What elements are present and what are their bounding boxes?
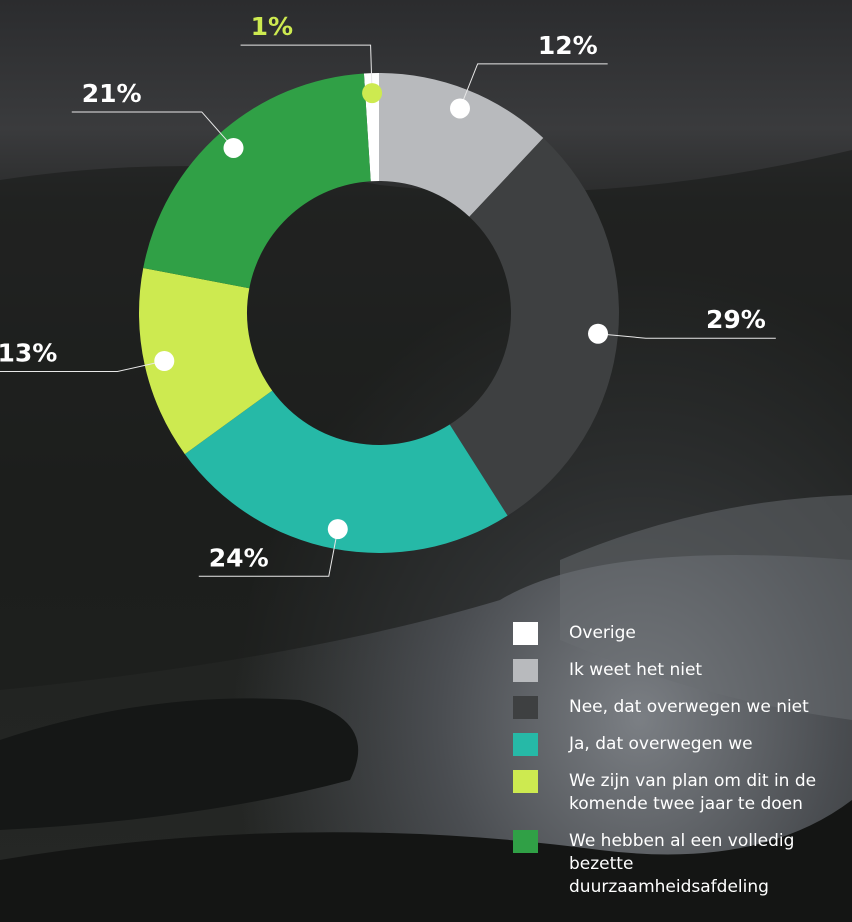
label-dot — [588, 324, 608, 344]
label-dot — [154, 351, 174, 371]
legend-swatch — [513, 770, 538, 793]
legend-label: We zijn van plan om dit in de komende tw… — [569, 770, 829, 816]
legend-label: Nee, dat overwegen we niet — [569, 696, 829, 719]
legend-swatch — [513, 696, 538, 719]
legend-label: Ik weet het niet — [569, 659, 829, 682]
legend-item: We zijn van plan om dit in de komende tw… — [513, 770, 843, 816]
legend-swatch — [513, 733, 538, 756]
value-label: 1% — [251, 12, 293, 41]
label-dot — [224, 138, 244, 158]
legend-label: We hebben al een volledig bezette duurza… — [569, 830, 829, 899]
value-label: 24% — [209, 543, 269, 572]
legend-item: Nee, dat overwegen we niet — [513, 696, 843, 719]
value-label: 21% — [82, 79, 142, 108]
legend-label: Overige — [569, 622, 829, 645]
value-label: 12% — [538, 31, 598, 60]
donut-slice — [143, 73, 370, 288]
label-dot — [362, 83, 382, 103]
legend-item: Overige — [513, 622, 843, 645]
legend: Overige Ik weet het niet Nee, dat overwege… — [513, 622, 843, 913]
page: 1% 12% 29% 24% 13% 21% Overige Ik weet het nie… — [0, 0, 852, 922]
legend-item: Ik weet het niet — [513, 659, 843, 682]
legend-item: We hebben al een volledig bezette duurza… — [513, 830, 843, 899]
legend-item: Ja, dat overwegen we — [513, 733, 843, 756]
legend-swatch — [513, 622, 538, 645]
value-label: 29% — [706, 305, 766, 334]
label-dot — [328, 519, 348, 539]
leader-line — [598, 334, 776, 339]
value-label: 13% — [0, 338, 57, 367]
label-dot — [450, 98, 470, 118]
legend-swatch — [513, 830, 538, 853]
leader-line — [72, 112, 234, 148]
legend-label: Ja, dat overwegen we — [569, 733, 829, 756]
legend-swatch — [513, 659, 538, 682]
